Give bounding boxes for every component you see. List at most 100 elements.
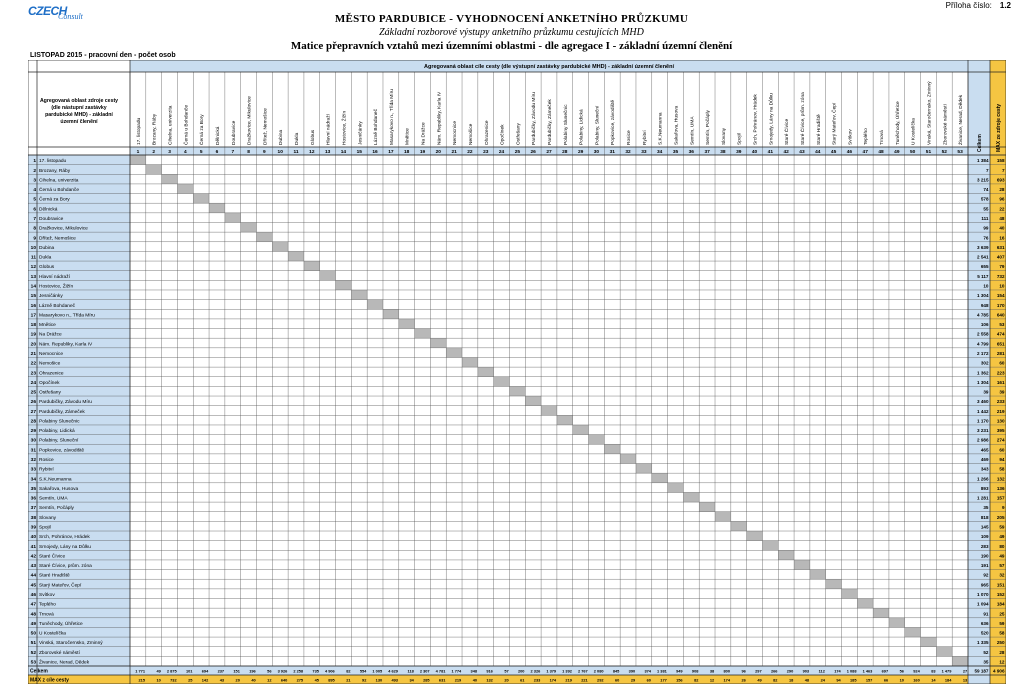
origin-zone-number: 6 <box>33 206 36 212</box>
dest-zone-label: U Kostelíčka <box>911 118 917 145</box>
diagonal-cell <box>303 261 320 271</box>
dest-zone-number: 53 <box>957 149 963 155</box>
col-max-value: 92 <box>362 678 367 683</box>
dest-zone-number: 45 <box>831 149 837 155</box>
row-total-value: 190 <box>981 553 989 558</box>
corner-label-line: územní členění <box>60 119 98 125</box>
dest-zone-number: 38 <box>720 149 726 155</box>
col-max-value: 895 <box>328 678 335 683</box>
dest-zone-label: Spojil <box>737 133 743 145</box>
dest-zone-label: Hostovice, Žižín <box>339 111 347 145</box>
origin-zone-label: Nám. Republiky, Karla IV <box>39 341 93 347</box>
origin-zone-label: Semtín, Počáply <box>39 505 75 511</box>
diagonal-cell <box>778 550 795 560</box>
col-total-value: 237 <box>218 669 225 674</box>
row-max-value: 158 <box>997 158 1005 163</box>
row-max-value: 79 <box>999 264 1005 269</box>
dest-zone-label: Polabiny, Lidická <box>579 109 585 145</box>
dest-zone-number: 23 <box>483 149 489 155</box>
dest-zone-label: Svítkov <box>847 129 853 145</box>
appendix-value: 1.2 <box>999 1 1011 10</box>
col-total-value: 390 <box>629 669 636 674</box>
row-max-value: 395 <box>997 428 1005 433</box>
col-total-value: 4 781 <box>436 669 447 674</box>
origin-zone-number: 44 <box>31 573 37 579</box>
origin-zone-label: Lázně Bohdaneč <box>39 303 76 309</box>
col-max-value: 49 <box>757 678 762 683</box>
col-total-value: 297 <box>755 669 762 674</box>
col-total-value: 82 <box>346 669 351 674</box>
dest-zone-label: Staré Čívice <box>783 119 790 145</box>
dest-zone-label: Staré Čívice, prům. zóna <box>799 92 806 145</box>
col-total-value: 1 479 <box>942 669 953 674</box>
row-total-value: 1 362 <box>977 370 989 375</box>
col-max-value: 142 <box>202 678 209 683</box>
dest-zone-label: Černá u Bohdanče <box>182 105 189 145</box>
corner-label-line: pardubické MHD) - základní <box>45 112 113 118</box>
col-max-value: 34 <box>409 678 414 683</box>
dest-zone-number: 25 <box>515 149 521 155</box>
origin-zone-label: Starý Mateřov, Čepí <box>39 581 82 588</box>
origin-zone-number: 50 <box>31 631 37 637</box>
row-max-value: 132 <box>997 476 1005 481</box>
diagonal-cell <box>209 203 225 213</box>
row-max-value: 474 <box>997 332 1005 337</box>
origin-zone-number: 51 <box>31 640 37 646</box>
row-total-value: 469 <box>981 457 989 462</box>
logo-main-text: CZECH <box>28 4 67 18</box>
origin-zone-number: 47 <box>31 602 37 608</box>
row-total-value: 1 335 <box>977 640 989 645</box>
col-total-value: 1 088 <box>847 669 858 674</box>
col-max-value: 25 <box>188 678 193 683</box>
col-total-value: 57 <box>504 669 508 674</box>
col-total-value: 1 771 <box>135 669 146 674</box>
dest-zone-label: Rosice <box>626 130 632 145</box>
origin-zone-number: 8 <box>33 226 36 232</box>
dest-zone-number: 2 <box>152 149 155 155</box>
row-max-value: 40 <box>999 226 1005 231</box>
dest-zone-number: 28 <box>562 149 568 155</box>
col-total-value: 1 392 <box>562 669 573 674</box>
dest-zone-number: 7 <box>231 149 234 155</box>
diagonal-cell <box>145 164 162 175</box>
origin-zone-number: 23 <box>31 370 37 376</box>
origin-zone-number: 52 <box>31 650 37 656</box>
total-col-bg <box>968 60 990 684</box>
col-total-value: 1 005 <box>372 669 383 674</box>
origin-zone-label: Vinská, Staročernsko, Zminný <box>39 640 103 646</box>
dest-zone-number: 27 <box>546 149 552 155</box>
dest-zone-label: Černá za Bory <box>198 114 205 145</box>
diagonal-cell <box>541 405 557 416</box>
col-max-value: 82 <box>773 678 778 683</box>
dest-zone-number: 5 <box>200 149 203 155</box>
origin-zone-label: Nemošice <box>39 361 61 367</box>
diagonal-cell <box>256 232 273 242</box>
origin-zone-number: 31 <box>31 447 37 453</box>
col-max-value: 156 <box>676 678 683 683</box>
col-total-value: 735 <box>312 669 319 674</box>
col-max-value: 640 <box>281 678 288 683</box>
origin-zone-number: 32 <box>31 457 37 463</box>
col-total-value: 4 906 <box>325 669 336 674</box>
dest-zone-label: Polabiny, Sluneční <box>594 105 600 145</box>
row-max-value: 96 <box>999 197 1005 202</box>
col-max-value: 174 <box>724 678 731 683</box>
row-max-value: 48 <box>999 216 1005 221</box>
dest-zone-number: 47 <box>863 149 869 155</box>
dest-zone-number: 15 <box>357 149 363 155</box>
origin-zone-label: Černá za Bory <box>39 196 70 203</box>
dest-zone-number: 40 <box>752 149 758 155</box>
origin-zone-label: Svítkov <box>39 592 55 598</box>
row-max-value: 219 <box>997 409 1005 414</box>
dest-zone-number: 12 <box>309 149 315 155</box>
row-total-value: 92 <box>983 573 989 578</box>
row-total-value: 52 <box>983 650 989 655</box>
origin-zone-label: Tuněchody, Úhřetice <box>39 620 83 627</box>
dest-zone-number: 17 <box>388 149 394 155</box>
col-total-value: 266 <box>771 669 778 674</box>
origin-zone-number: 24 <box>31 380 37 386</box>
diagonal-cell <box>794 559 810 570</box>
col-number-row-bg <box>130 147 968 155</box>
origin-zone-label: Staré Hradiště <box>39 573 70 579</box>
dest-zone-number: 36 <box>689 149 695 155</box>
